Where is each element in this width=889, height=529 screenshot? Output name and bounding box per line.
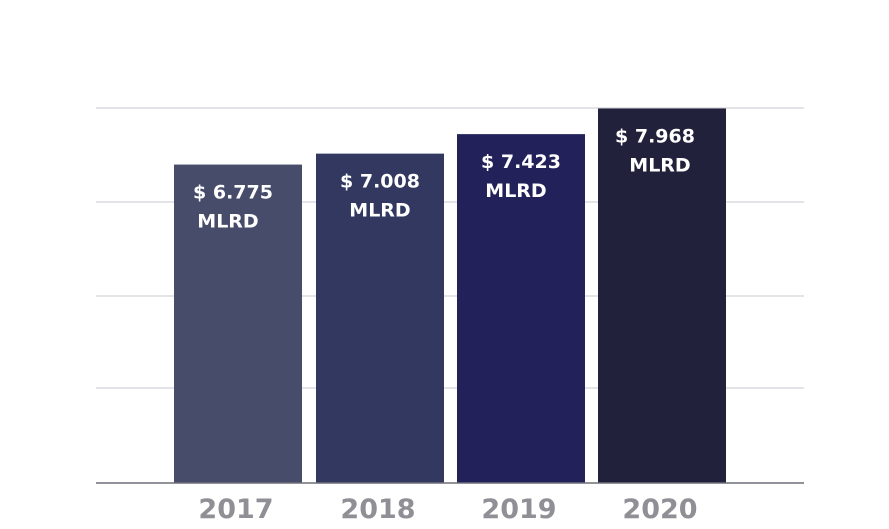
x-tick-2018: 2018	[340, 494, 415, 525]
data-label-unit-2017: MLRD	[197, 211, 258, 233]
x-axis-ticks: 2017 2018 2019 2020	[198, 494, 697, 525]
data-label-value-2018: $ 7.008	[340, 171, 420, 193]
data-label-value-2019: $ 7.423	[481, 151, 561, 173]
data-label-value-2017: $ 6.775	[193, 182, 273, 204]
x-tick-2020: 2020	[622, 494, 697, 525]
bar-2020	[598, 108, 726, 483]
x-tick-2017: 2017	[198, 494, 273, 525]
x-tick-2019: 2019	[481, 494, 556, 525]
data-label-unit-2018: MLRD	[349, 200, 410, 222]
bar-2019	[457, 134, 585, 483]
bar-2018	[316, 153, 444, 483]
bar-2017	[174, 164, 302, 483]
bars	[174, 108, 726, 483]
data-label-value-2020: $ 7.968	[615, 126, 695, 148]
data-label-unit-2019: MLRD	[485, 180, 546, 202]
data-labels: $ 6.775 MLRD $ 7.008 MLRD $ 7.423 MLRD $ 7.968…	[193, 126, 695, 233]
data-label-unit-2020: MLRD	[629, 155, 690, 177]
